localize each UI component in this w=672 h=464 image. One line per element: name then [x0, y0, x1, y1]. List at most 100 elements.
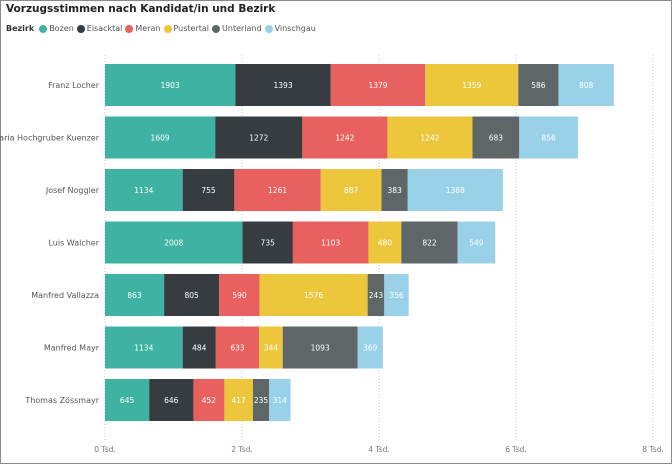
bar-segment-bozen[interactable]: [105, 116, 216, 159]
bar-segment-bozen[interactable]: [105, 221, 243, 264]
category-label: Luis Walcher: [48, 239, 99, 248]
bar-segment-pustertal[interactable]: [387, 116, 473, 159]
bar-segment-meran[interactable]: [193, 379, 225, 421]
bar-segment-pustertal[interactable]: [425, 64, 519, 106]
bar-segment-vinschgau[interactable]: [407, 169, 503, 211]
legend-item-eisacktal[interactable]: Eisacktal: [76, 24, 123, 33]
bar-segment-meran[interactable]: [219, 274, 260, 316]
legend-label: Vinschgau: [274, 24, 316, 33]
legend-dot-icon: [76, 24, 85, 33]
legend-label: Unterland: [222, 24, 262, 33]
legend-label: Eisacktal: [86, 24, 123, 33]
bar-segment-meran[interactable]: [234, 169, 321, 211]
data-label: 755: [201, 186, 216, 195]
data-label: 1393: [274, 81, 293, 90]
bar-segment-unterland[interactable]: [252, 379, 270, 421]
x-tick-label: 0 Tsd.: [94, 445, 116, 454]
data-label: 1379: [368, 81, 387, 90]
data-label: 417: [232, 396, 247, 405]
data-label: 645: [120, 396, 135, 405]
data-label: 863: [127, 291, 142, 300]
legend-dot-icon: [163, 24, 172, 33]
legend-dot-icon: [212, 24, 221, 33]
bar-segment-eisacktal[interactable]: [215, 116, 303, 159]
bar-segment-pustertal[interactable]: [224, 379, 253, 421]
bar-segment-bozen[interactable]: [105, 326, 183, 369]
x-tick-label: 4 Tsd.: [368, 445, 390, 454]
data-label: 805: [185, 291, 200, 300]
bar-segment-bozen[interactable]: [105, 274, 165, 316]
legend-dot-icon: [264, 24, 273, 33]
bar-segment-eisacktal[interactable]: [164, 274, 220, 316]
bar-segment-eisacktal[interactable]: [149, 379, 194, 421]
data-label: 856: [541, 134, 556, 143]
data-label: 243: [369, 291, 384, 300]
data-label: 1093: [311, 344, 330, 353]
bar-segment-pustertal[interactable]: [368, 221, 402, 264]
legend-item-unterland[interactable]: Unterland: [212, 24, 262, 33]
chart-title: Vorzugsstimmen nach Kandidat/in und Bezi…: [6, 3, 276, 15]
data-label: 1134: [134, 344, 153, 353]
data-label: 1242: [335, 134, 354, 143]
data-label: 549: [469, 239, 484, 248]
bar-segment-unterland[interactable]: [518, 64, 559, 106]
legend-item-bozen[interactable]: Bozen: [39, 24, 74, 33]
bar-segment-eisacktal[interactable]: [242, 221, 293, 264]
data-label: 1242: [420, 134, 439, 143]
data-label: 480: [378, 239, 393, 248]
data-label: 383: [387, 186, 402, 195]
bar-segment-meran[interactable]: [330, 64, 426, 106]
bar-segment-unterland[interactable]: [381, 169, 408, 211]
bar-segment-vinschgau[interactable]: [519, 116, 578, 159]
bar-segment-eisacktal[interactable]: [235, 64, 331, 106]
bar-segment-vinschgau[interactable]: [384, 274, 409, 316]
data-label: 369: [363, 344, 378, 353]
data-label: 1272: [249, 134, 268, 143]
category-label: Maria Hochgruber Kuenzer: [0, 134, 100, 143]
legend-item-pustertal[interactable]: Pustertal: [163, 24, 210, 33]
bar-segment-vinschgau[interactable]: [558, 64, 614, 106]
data-label: 590: [232, 291, 247, 300]
data-label: 633: [230, 344, 245, 353]
bar-segment-unterland[interactable]: [367, 274, 385, 316]
bar-segment-vinschgau[interactable]: [269, 379, 291, 421]
bar-segment-eisacktal[interactable]: [182, 169, 235, 211]
data-label: 1103: [321, 239, 340, 248]
data-label: 1903: [161, 81, 180, 90]
bar-segment-vinschgau[interactable]: [357, 326, 383, 369]
data-label: 1388: [446, 186, 465, 195]
bar-segment-bozen[interactable]: [105, 379, 150, 421]
data-label: 1261: [268, 186, 287, 195]
bar-segment-pustertal[interactable]: [320, 169, 382, 211]
bar-segment-meran[interactable]: [292, 221, 369, 264]
bar-segment-vinschgau[interactable]: [457, 221, 496, 264]
category-label: Manfred Vallazza: [31, 291, 99, 300]
bar-segment-meran[interactable]: [215, 326, 260, 369]
legend: Bezirk Bozen Eisacktal Meran Pustertal Unter…: [6, 24, 319, 33]
data-label: 735: [261, 239, 276, 248]
category-label: Manfred Mayr: [44, 344, 100, 353]
legend-item-meran[interactable]: Meran: [125, 24, 161, 33]
bar-segment-pustertal[interactable]: [259, 326, 283, 369]
legend-item-vinschgau[interactable]: Vinschgau: [264, 24, 316, 33]
bar-segment-unterland[interactable]: [401, 221, 458, 264]
category-label: Franz Locher: [48, 81, 100, 90]
data-label: 586: [531, 81, 546, 90]
data-label: 452: [202, 396, 217, 405]
data-label: 235: [254, 396, 269, 405]
data-label: 822: [422, 239, 437, 248]
legend-title: Bezirk: [6, 24, 35, 33]
legend-label: Bozen: [49, 24, 74, 33]
legend-label: Pustertal: [173, 24, 210, 33]
bar-segment-eisacktal[interactable]: [182, 326, 216, 369]
bar-segment-unterland[interactable]: [472, 116, 520, 159]
bar-segment-unterland[interactable]: [282, 326, 358, 369]
data-label: 344: [264, 344, 279, 353]
bar-segment-meran[interactable]: [302, 116, 388, 159]
data-label: 314: [273, 396, 288, 405]
bar-segment-bozen[interactable]: [105, 169, 183, 211]
category-label: Josef Noggler: [45, 186, 100, 195]
data-label: 1134: [134, 186, 153, 195]
bar-segment-bozen[interactable]: [105, 64, 236, 106]
bar-segment-pustertal[interactable]: [259, 274, 368, 316]
